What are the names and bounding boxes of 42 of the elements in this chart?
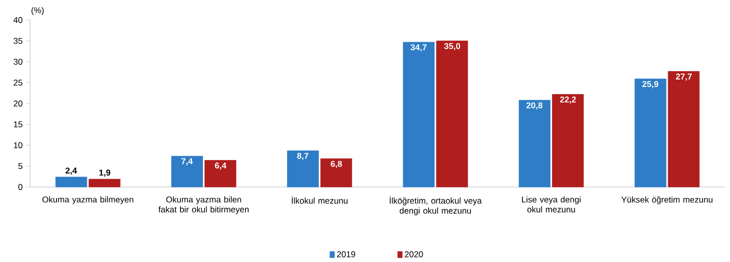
- data-label: 6,4: [214, 162, 226, 170]
- y-tick-label: 40: [13, 17, 22, 23]
- y-tick-label: 30: [14, 58, 22, 65]
- data-label: 25,9: [642, 81, 658, 88]
- data-label: 6,8: [330, 160, 342, 168]
- bar: [668, 71, 700, 188]
- y-axis-title: (%): [32, 7, 44, 15]
- bar: [287, 150, 319, 188]
- x-tick-label: Okuma yazma bilen fakat bir okul bitirmeyen: [158, 196, 249, 214]
- y-tick-label: 20: [14, 100, 22, 106]
- y-tick-label: 0: [18, 184, 22, 190]
- x-tick-label: İlköğretim, ortaokul veya dengi okul mezunu: [390, 196, 482, 216]
- y-tick-label: 10: [14, 142, 22, 148]
- y-tick-label: 15: [14, 121, 22, 128]
- data-label: 22,2: [560, 96, 576, 104]
- y-tick-label: 35: [14, 38, 22, 44]
- bar: [552, 94, 584, 188]
- data-label: 7,4: [181, 158, 193, 166]
- legend-label: 2020: [404, 251, 423, 258]
- data-label: 27,7: [676, 74, 692, 81]
- bar: [436, 40, 468, 188]
- bar: [518, 100, 550, 188]
- x-tick-label: Yüksek öğretim mezunu: [621, 196, 712, 204]
- x-tick-label: İlkokul mezunu: [292, 196, 348, 204]
- data-label: 34,7: [410, 44, 426, 52]
- bar: [634, 78, 666, 188]
- data-label: 1,9: [99, 170, 110, 177]
- bar: [171, 156, 203, 188]
- data-label: 20,8: [526, 102, 542, 110]
- legend-label: 2019: [337, 251, 356, 258]
- bar: [55, 176, 88, 188]
- data-label: 2,4: [66, 168, 77, 175]
- x-tick-label: Lise veya dengi okul mezunu: [522, 196, 581, 212]
- bar: [88, 178, 120, 188]
- data-label: 35,0: [444, 43, 460, 50]
- y-tick-label: 5: [18, 163, 22, 170]
- bar: [402, 42, 435, 188]
- data-label: 8,7: [297, 152, 308, 160]
- bar: [320, 158, 352, 188]
- x-tick-label: Okuma yazma bilmeyen: [42, 196, 134, 204]
- y-tick-label: 25: [14, 80, 22, 86]
- bar: [204, 160, 236, 188]
